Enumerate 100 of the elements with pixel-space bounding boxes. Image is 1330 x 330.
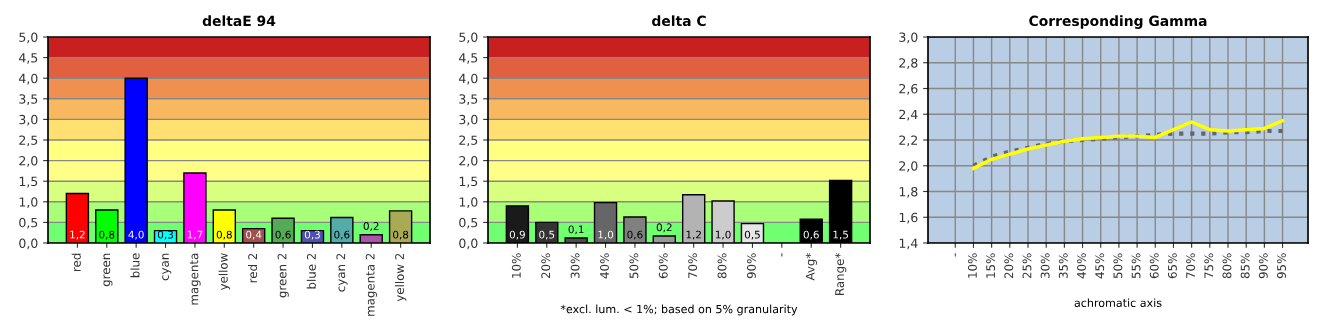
- x-tick-label: 30%: [1040, 253, 1050, 279]
- data-label: 1,0: [598, 230, 614, 240]
- x-tick-label: 50%: [1113, 253, 1123, 279]
- x-tick-label: 35%: [1058, 253, 1068, 279]
- data-label: 0,8: [393, 230, 409, 240]
- data-label: 0,8: [99, 230, 115, 240]
- data-label: 0,1: [568, 225, 584, 235]
- data-label: 0,8: [216, 230, 232, 240]
- data-label: 0,2: [363, 222, 379, 232]
- text: *excl. lum. < 1%; based on 5% granularity: [560, 304, 798, 316]
- x-tick-label: 65%: [1167, 253, 1177, 279]
- x-tick-label: 90%: [1258, 253, 1268, 279]
- x-tick-label: 20%: [541, 253, 551, 279]
- y-tick-label: 2,5: [459, 135, 478, 147]
- data-label: 0,6: [334, 230, 350, 240]
- y-tick-label: 3,5: [19, 94, 38, 105]
- x-tick-label: -: [954, 253, 956, 257]
- data-label: 0,3: [157, 230, 173, 240]
- line-series: [971, 128, 1285, 168]
- data-label: 4,0: [128, 230, 144, 240]
- y-tick-label: 0,0: [459, 238, 478, 250]
- data-label: 0,3: [304, 230, 320, 240]
- y-tick-label: 5,0: [19, 32, 38, 44]
- data-label: 1,2: [70, 230, 85, 240]
- x-tick-label: red 2: [247, 253, 258, 283]
- y-tick-label: 5,0: [459, 32, 478, 44]
- chart-title: Corresponding Gamma: [1029, 15, 1207, 29]
- x-tick-label: 80%: [717, 253, 727, 279]
- y-tick-label: 2,4: [899, 109, 918, 121]
- y-tick-label: 1,4: [899, 238, 918, 250]
- y-tick-label: 2,0: [459, 156, 478, 167]
- x-tick-label: green: [103, 253, 113, 287]
- x-tick-label: 75%: [1204, 253, 1214, 278]
- data-label: 1,2: [686, 230, 701, 240]
- data-label: 0,2: [656, 223, 672, 233]
- y-tick-label: 2,6: [899, 83, 918, 95]
- y-tick-label: 1,0: [459, 197, 478, 208]
- x-tick-label: 40%: [600, 253, 609, 279]
- line-series: [971, 118, 1285, 171]
- x-tick-label: 55%: [1131, 253, 1141, 279]
- x-tick-label: blue: [130, 253, 140, 278]
- x-tick-label: green 2: [277, 253, 289, 298]
- x-tick-label: Avg*: [805, 253, 817, 281]
- data-label: 1,5: [833, 230, 848, 240]
- x-tick-label: 60%: [658, 253, 668, 279]
- y-tick-label: 1,8: [899, 186, 918, 198]
- data-label: 0,4: [246, 230, 262, 240]
- x-tick-label: blue 2: [306, 253, 316, 289]
- x-tick-label: cyan 2: [336, 253, 348, 292]
- x-tick-label: 70%: [1186, 253, 1196, 278]
- x-tick-label: 50%: [629, 253, 639, 279]
- data-label: 0,9: [509, 230, 525, 240]
- y-tick-label: 2,0: [19, 156, 38, 167]
- data-label: 0,6: [627, 230, 643, 240]
- x-tick-label: yellow: [218, 253, 231, 291]
- y-tick-label: 0,0: [19, 238, 38, 250]
- chart-title: deltaE 94: [202, 15, 276, 27]
- x-tick-label: red: [71, 253, 81, 271]
- y-tick-label: 3,0: [19, 114, 38, 126]
- data-label: 0,5: [744, 230, 760, 240]
- x-tick-label: 30%: [570, 253, 580, 279]
- x-tick-label: 70%: [688, 253, 698, 278]
- data-label: 0,6: [803, 230, 819, 240]
- x-tick-label: 10%: [511, 253, 521, 278]
- x-tick-label: 25%: [1022, 253, 1032, 279]
- y-tick-label: 3,0: [459, 114, 478, 126]
- y-tick-label: 1,5: [459, 176, 478, 188]
- y-tick-label: 0,5: [19, 217, 38, 229]
- y-tick-label: 2,8: [899, 58, 918, 69]
- x-tick-label: -: [781, 253, 783, 257]
- y-tick-label: 1,6: [899, 212, 918, 224]
- x-tick-label: 85%: [1240, 253, 1250, 279]
- y-tick-label: 1,0: [19, 197, 38, 208]
- x-tick-label: 10%: [967, 253, 977, 278]
- data-label: 0,6: [275, 230, 291, 240]
- x-tick-label: cyan: [162, 253, 172, 281]
- x-tick-label: 20%: [1004, 253, 1014, 279]
- y-tick-label: 4,0: [459, 73, 478, 85]
- x-tick-label: 90%: [746, 253, 756, 279]
- y-tick-label: 2,5: [19, 135, 38, 147]
- data-label: 0,5: [539, 230, 555, 240]
- x-tick-label: 15%: [986, 253, 996, 278]
- x-tick-label: 95%: [1277, 253, 1286, 279]
- x-tick-label: magenta: [189, 253, 201, 305]
- x-tick-label: 80%: [1222, 253, 1232, 279]
- y-tick-label: 2,0: [899, 161, 918, 172]
- y-tick-label: 4,5: [19, 53, 38, 64]
- x-tick-label: magenta 2: [365, 253, 377, 316]
- x-tick-label: yellow 2: [394, 253, 407, 302]
- data-label: 1,7: [187, 230, 203, 240]
- y-tick-label: 4,0: [19, 73, 38, 85]
- y-tick-label: 1,5: [19, 176, 38, 188]
- y-tick-label: 3,5: [459, 94, 478, 105]
- data-label: 1,0: [715, 230, 731, 240]
- y-tick-label: 3,0: [899, 32, 918, 44]
- x-tick-label: Range*: [835, 253, 847, 295]
- y-tick-label: 2,2: [899, 135, 918, 147]
- x-axis-title: achromatic axis: [1074, 298, 1162, 308]
- x-tick-label: 40%: [1077, 253, 1086, 279]
- x-tick-label: 60%: [1149, 253, 1159, 279]
